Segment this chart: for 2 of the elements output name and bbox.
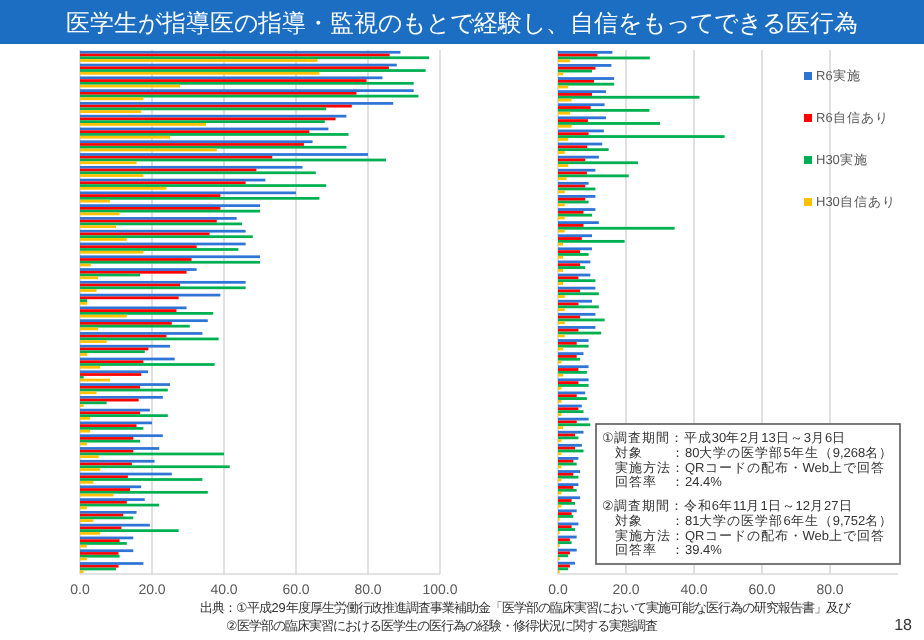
chart-title: 医学生が指導医の指導・監視のもとで経験し、自信をもってできる医行為 [66, 9, 858, 37]
text: 18 [894, 616, 914, 634]
